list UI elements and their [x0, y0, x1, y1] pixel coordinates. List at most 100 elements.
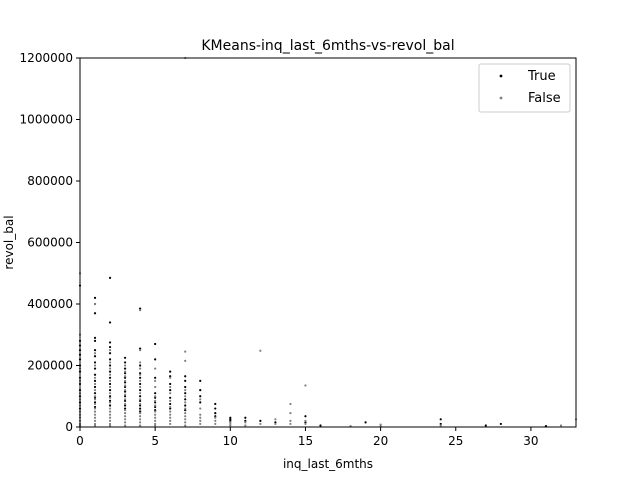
x-tick-label: 25 [448, 434, 463, 448]
point-true [199, 389, 202, 392]
point-true [123, 407, 127, 410]
point-true [123, 356, 127, 359]
point-true [123, 399, 127, 402]
point-true [169, 370, 172, 373]
point-true [244, 416, 247, 419]
point-false [93, 413, 97, 416]
point-false [93, 302, 97, 306]
point-false [214, 416, 217, 419]
point-true [499, 422, 502, 426]
point-true [93, 379, 97, 382]
point-false [123, 370, 127, 373]
point-true [139, 347, 142, 350]
point-false [139, 415, 142, 418]
point-false [289, 402, 292, 406]
point-true [139, 389, 142, 392]
point-true [259, 419, 262, 422]
point-false [139, 349, 142, 352]
x-axis-label: inq_last_6mths [283, 457, 373, 471]
y-tick-label: 600000 [27, 236, 73, 250]
point-false [259, 349, 262, 352]
point-false [169, 413, 172, 416]
point-false [139, 398, 142, 401]
point-false [184, 389, 187, 392]
point-true [123, 395, 127, 398]
point-true [169, 402, 172, 406]
point-false [123, 398, 127, 401]
point-false [169, 410, 172, 413]
point-false [93, 416, 97, 419]
point-true [93, 312, 97, 315]
point-true [108, 399, 112, 402]
point-false [199, 416, 202, 419]
point-false [123, 412, 127, 415]
y-tick-label: 1200000 [20, 51, 73, 65]
point-false [123, 364, 127, 367]
point-true [184, 392, 187, 395]
point-true [108, 345, 112, 349]
point-true [108, 276, 112, 279]
point-false [93, 389, 97, 392]
point-false [139, 367, 142, 370]
point-false [93, 419, 97, 422]
x-tick-label: 15 [298, 434, 313, 448]
point-true [139, 382, 142, 386]
point-false [199, 398, 202, 401]
point-true [214, 407, 217, 410]
point-true [169, 396, 172, 399]
point-true [108, 358, 112, 361]
point-false [169, 416, 172, 419]
point-true [108, 341, 112, 344]
point-true [169, 382, 172, 386]
point-false [108, 379, 112, 382]
x-axis: 0 5 10 15 20 25 30 [76, 427, 539, 448]
point-false [108, 367, 112, 370]
point-true [439, 418, 442, 421]
x-tick-label: 30 [523, 434, 538, 448]
point-false [123, 393, 127, 396]
point-false [259, 422, 262, 426]
point-true [169, 389, 172, 392]
point-false [289, 412, 292, 415]
point-true [139, 372, 142, 375]
point-true [364, 421, 367, 424]
point-false [169, 399, 172, 402]
point-true [229, 418, 232, 421]
point-true [139, 407, 142, 410]
point-true [139, 395, 142, 398]
point-false [108, 401, 112, 404]
point-false [439, 424, 442, 427]
point-false [304, 422, 307, 426]
point-true [229, 419, 232, 422]
y-tick-label: 1000000 [20, 113, 73, 127]
point-false [154, 410, 157, 413]
point-false [379, 423, 382, 426]
plot-points [78, 56, 578, 428]
point-true [154, 408, 157, 412]
legend-marker-true [499, 74, 503, 78]
point-false [304, 419, 307, 422]
point-false [154, 416, 157, 419]
point-true [139, 364, 142, 367]
point-true [319, 424, 322, 427]
point-false [169, 376, 172, 379]
point-true [108, 376, 112, 379]
point-false [139, 402, 142, 406]
chart-title: KMeans-inq_last_6mths-vs-revol_bal [201, 38, 454, 54]
point-false [108, 407, 112, 410]
point-false [244, 424, 247, 427]
legend-marker-false [499, 96, 503, 100]
point-true [108, 370, 112, 373]
point-true [123, 390, 127, 393]
point-false [123, 415, 127, 418]
point-false [139, 379, 142, 382]
point-false [123, 408, 127, 412]
point-false [93, 352, 97, 355]
point-false [184, 350, 187, 353]
point-false [108, 419, 112, 422]
point-false [108, 392, 112, 395]
point-false [274, 418, 277, 421]
point-true [154, 401, 157, 404]
point-false [289, 422, 292, 426]
point-false [93, 382, 97, 386]
